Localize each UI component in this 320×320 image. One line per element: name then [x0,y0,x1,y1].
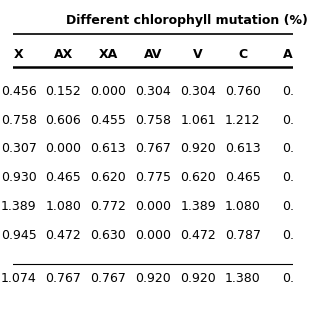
Text: 0.758: 0.758 [135,114,171,127]
Text: 0.767: 0.767 [135,142,171,156]
Text: V: V [193,48,203,61]
Text: 0.152: 0.152 [46,85,81,98]
Text: 0.: 0. [282,272,294,285]
Text: 0.000: 0.000 [90,85,126,98]
Text: 0.456: 0.456 [1,85,36,98]
Text: AV: AV [144,48,162,61]
Text: 0.787: 0.787 [225,229,261,242]
Text: 1.389: 1.389 [1,200,36,213]
Text: 0.606: 0.606 [46,114,81,127]
Text: 1.380: 1.380 [225,272,261,285]
Text: 0.630: 0.630 [91,229,126,242]
Text: AX: AX [54,48,73,61]
Text: A: A [283,48,292,61]
Text: 1.080: 1.080 [225,200,261,213]
Text: 0.758: 0.758 [1,114,37,127]
Text: 0.620: 0.620 [180,171,216,184]
Text: 0.465: 0.465 [225,171,261,184]
Text: 0.920: 0.920 [135,272,171,285]
Text: 0.: 0. [282,114,294,127]
Text: 0.920: 0.920 [180,142,216,156]
Text: 0.307: 0.307 [1,142,36,156]
Text: 0.: 0. [282,142,294,156]
Text: X: X [14,48,23,61]
Text: 0.775: 0.775 [135,171,171,184]
Text: 0.930: 0.930 [1,171,36,184]
Text: 1.080: 1.080 [45,200,81,213]
Text: 0.304: 0.304 [180,85,216,98]
Text: 0.613: 0.613 [91,142,126,156]
Text: 0.455: 0.455 [90,114,126,127]
Text: 0.767: 0.767 [90,272,126,285]
Text: 0.472: 0.472 [46,229,81,242]
Text: 1.389: 1.389 [180,200,216,213]
Text: XA: XA [99,48,118,61]
Text: 0.000: 0.000 [135,229,171,242]
Text: 0.760: 0.760 [225,85,261,98]
Text: 0.: 0. [282,229,294,242]
Text: 0.: 0. [282,200,294,213]
Text: 0.613: 0.613 [225,142,261,156]
Text: 0.945: 0.945 [1,229,36,242]
Text: 0.620: 0.620 [91,171,126,184]
Text: 1.212: 1.212 [225,114,260,127]
Text: 0.772: 0.772 [90,200,126,213]
Text: 0.304: 0.304 [135,85,171,98]
Text: 0.000: 0.000 [135,200,171,213]
Text: 1.074: 1.074 [1,272,36,285]
Text: 0.: 0. [282,85,294,98]
Text: 0.767: 0.767 [45,272,81,285]
Text: 0.: 0. [282,171,294,184]
Text: 0.920: 0.920 [180,272,216,285]
Text: Different chlorophyll mutation (%): Different chlorophyll mutation (%) [66,14,308,28]
Text: C: C [238,48,247,61]
Text: 1.061: 1.061 [180,114,216,127]
Text: 0.472: 0.472 [180,229,216,242]
Text: 0.465: 0.465 [46,171,81,184]
Text: 0.000: 0.000 [45,142,82,156]
